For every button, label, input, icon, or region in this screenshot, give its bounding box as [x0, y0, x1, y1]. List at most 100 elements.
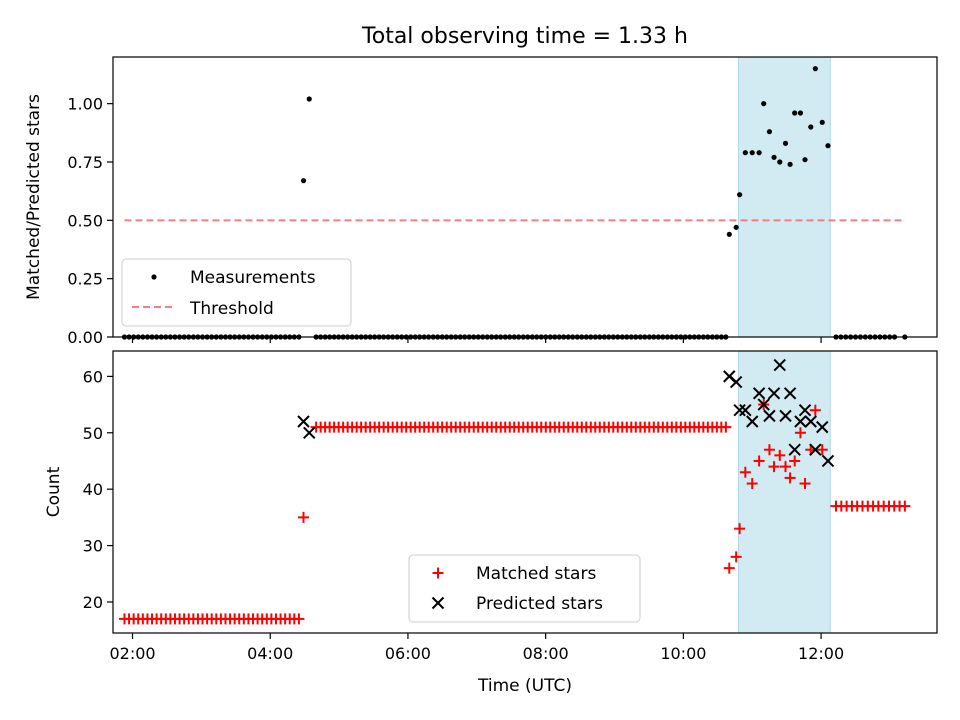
measurement-point: [756, 150, 762, 156]
y-tick-label: 30: [83, 537, 103, 556]
x-tick-label: 04:00: [247, 644, 293, 663]
legend-x-glyph: [431, 596, 445, 610]
bottom-plot-frame: [112, 350, 938, 634]
measurement-point: [825, 143, 831, 149]
matched-star-point: [734, 523, 746, 535]
predicted-star-point: [297, 415, 310, 428]
measurement-point: [797, 110, 804, 116]
matched-star-point: [774, 449, 786, 461]
bottom-x-axis: 02:00 04:00 06:00 08:00 10:00 12:00: [109, 633, 844, 663]
bottom-y-axis-label: Count: [44, 466, 64, 517]
x-tick-label: 02:00: [109, 644, 155, 663]
top-legend-box: [121, 258, 352, 327]
y-tick-label: 0.75: [67, 153, 103, 172]
y-tick-label: 1.00: [67, 95, 103, 114]
highlight-span: [737, 350, 831, 634]
measurement-point: [782, 140, 789, 146]
measurement-point: [771, 154, 777, 160]
top-x-ticks: [131, 337, 822, 343]
measurement-point: [808, 124, 814, 130]
predicted-star-point: [746, 415, 759, 428]
matched-star-point: [794, 427, 806, 439]
y-tick-label: 0.50: [67, 211, 103, 230]
legend-measurement-marker: [151, 274, 157, 280]
y-tick-label: 0.25: [67, 270, 103, 289]
measurement-point: [787, 161, 793, 167]
measurement-point: [761, 101, 767, 107]
top-panel: 0.00 0.25 0.50 0.75 1.00 Matched/Predicted s…: [24, 56, 938, 347]
chart-title: Total observing time = 1.33 h: [361, 24, 688, 49]
measurement-point: [766, 129, 773, 135]
y-tick-label: 50: [83, 424, 103, 443]
matched-star-point: [746, 478, 758, 490]
x-tick-label: 12:00: [798, 644, 844, 663]
measurement-point: [749, 150, 755, 156]
y-tick-label: 20: [83, 593, 103, 612]
matched-star-point: [789, 455, 801, 467]
bottom-legend-box: [408, 554, 641, 623]
x-tick-label: 06:00: [385, 644, 431, 663]
predicted-star-point: [779, 409, 792, 423]
measurement-point: [726, 231, 732, 237]
measurement-point: [802, 157, 808, 163]
legend-measurements-label: Measurements: [190, 268, 316, 288]
predicted-star-point: [757, 398, 770, 411]
predicted-star-point: [729, 375, 743, 389]
matched-star-point: [763, 444, 775, 456]
predicted-star-point: [739, 404, 752, 417]
matched-star-point: [723, 562, 735, 574]
top-plot-marks: [121, 66, 908, 340]
bottom-y-axis: 20 30 40 50 60: [83, 367, 113, 612]
measurement-point: [792, 110, 798, 116]
matched-star-point: [768, 461, 780, 473]
legend-predicted-marker: [431, 596, 445, 610]
highlight-span-rect: [737, 350, 831, 634]
predicted-star-point: [763, 409, 776, 423]
matched-star-point: [799, 478, 811, 490]
x-axis-label: Time (UTC): [477, 676, 572, 696]
predicted-star-point: [733, 404, 746, 417]
measurement-point: [812, 66, 818, 72]
bottom-legend: Matched stars Predicted stars: [408, 554, 641, 623]
predicted-star-point: [303, 426, 316, 439]
legend-matched-marker: [432, 567, 444, 579]
predicted-star-point: [788, 443, 801, 456]
top-legend: Measurements Threshold: [121, 258, 352, 327]
bottom-panel: 20 30 40 50 60 02:00 04:00 06:00 08:00 10:00 12:0…: [44, 350, 938, 696]
matched-star-point: [809, 404, 821, 416]
predicted-star-point: [798, 404, 812, 417]
measurement-point: [819, 119, 825, 125]
top-plot-frame: [112, 56, 938, 338]
x-tick-label: 08:00: [523, 644, 569, 663]
matched-star-point: [816, 444, 828, 456]
matched-star-point: [899, 500, 911, 512]
matched-star-point: [730, 551, 742, 563]
highlight-span-rect: [737, 56, 831, 338]
predicted-star-point: [783, 387, 797, 400]
matched-star-point: [720, 421, 732, 433]
matched-star-point: [739, 466, 751, 478]
measurement-point: [742, 150, 748, 156]
y-tick-label: 60: [83, 367, 103, 386]
matched-star-point: [784, 472, 796, 484]
y-tick-label: 0.00: [67, 328, 103, 347]
predicted-star-point: [752, 387, 766, 400]
measurement-point: [733, 224, 739, 230]
measurement-point: [300, 178, 307, 184]
predicted-star-point: [809, 443, 822, 456]
measurement-point: [737, 192, 743, 198]
legend-threshold-label: Threshold: [189, 299, 274, 319]
top-y-axis: 0.00 0.25 0.50 0.75 1.00: [67, 95, 113, 347]
matched-star-point: [753, 455, 765, 467]
bottom-plot-marks: [118, 358, 911, 625]
predicted-star-point: [821, 454, 835, 468]
predicted-star-point: [773, 358, 786, 372]
matched-star-point: [293, 613, 305, 625]
measurement-point: [306, 96, 312, 102]
measurement-point: [777, 159, 783, 165]
predicted-star-point: [816, 420, 829, 434]
legend-predicted-label: Predicted stars: [476, 594, 603, 614]
x-tick-label: 10:00: [660, 644, 706, 663]
top-y-axis-label: Matched/Predicted stars: [24, 94, 44, 300]
